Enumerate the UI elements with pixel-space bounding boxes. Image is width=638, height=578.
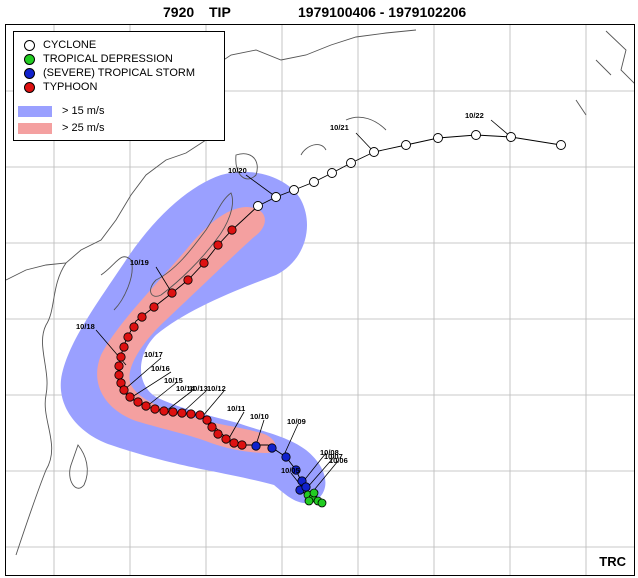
legend-item-typhoon: TYPHOON	[24, 80, 97, 94]
storm-period: 1979100406 - 1979102206	[298, 4, 467, 20]
date-label: 10/16	[151, 364, 170, 373]
date-labels: 10/22 10/21 10/20 10/19 10/18 10/17 10/1…	[76, 111, 484, 475]
legend-label: (SEVERE) TROPICAL STORM	[43, 67, 195, 79]
typhoon-points	[114, 225, 247, 450]
coastlines	[6, 29, 634, 556]
legend-label: TROPICAL DEPRESSION	[43, 53, 173, 65]
date-label: 10/12	[207, 384, 226, 393]
date-label: 10/09	[287, 417, 306, 426]
legend-label: > 25 m/s	[62, 122, 105, 134]
date-label: 10/15	[164, 376, 183, 385]
cyclone-points	[253, 130, 566, 211]
blue-circle-icon	[24, 67, 35, 79]
track-line	[117, 134, 562, 502]
date-label: 10/21	[330, 123, 349, 132]
track-map: 10/22 10/21 10/20 10/19 10/18 10/17 10/1…	[5, 24, 635, 576]
storm-id: 7920	[163, 4, 195, 20]
date-label: 10/08	[320, 448, 339, 457]
date-label: 10/10	[250, 412, 269, 421]
tropical-storm-points	[251, 441, 311, 495]
map-header: 7920 TIP 1979100406 - 1979102206	[0, 4, 638, 24]
tropical-depression-points	[303, 488, 327, 508]
legend-label: TYPHOON	[43, 81, 98, 93]
legend-item-tropical-depression: TROPICAL DEPRESSION	[24, 52, 173, 66]
legend-label: CYCLONE	[43, 39, 97, 51]
red-swatch-icon	[18, 122, 52, 134]
green-circle-icon	[24, 53, 35, 65]
legend-item-cyclone: CYCLONE	[24, 38, 96, 52]
red-circle-icon	[24, 81, 35, 93]
date-label: 10/18	[76, 322, 95, 331]
storm-name: TIP	[209, 4, 231, 20]
date-label: 10/20	[228, 166, 247, 175]
legend-item-wind-25: > 25 m/s	[18, 121, 105, 135]
wind-area-15ms	[60, 171, 326, 504]
date-label: 10/05	[281, 466, 300, 475]
legend-item-tropical-storm: (SEVERE) TROPICAL STORM	[24, 66, 195, 80]
map-legend: CYCLONE TROPICAL DEPRESSION (SEVERE) TRO…	[13, 31, 225, 141]
date-label: 10/19	[130, 258, 149, 267]
date-label: 10/06	[329, 456, 348, 465]
legend-item-wind-15: > 15 m/s	[18, 104, 105, 118]
credit-label: TRC	[599, 554, 626, 569]
date-label: 10/11	[227, 404, 245, 413]
date-label: 10/07	[324, 452, 343, 461]
date-label: 10/17	[144, 350, 163, 359]
blue-swatch-icon	[18, 105, 52, 117]
date-label: 10/13	[189, 384, 208, 393]
date-label: 10/22	[465, 111, 484, 120]
white-circle-icon	[24, 39, 35, 51]
legend-label: > 15 m/s	[62, 105, 105, 117]
date-label: 10/14	[176, 384, 196, 393]
map-canvas: 10/22 10/21 10/20 10/19 10/18 10/17 10/1…	[6, 25, 634, 575]
